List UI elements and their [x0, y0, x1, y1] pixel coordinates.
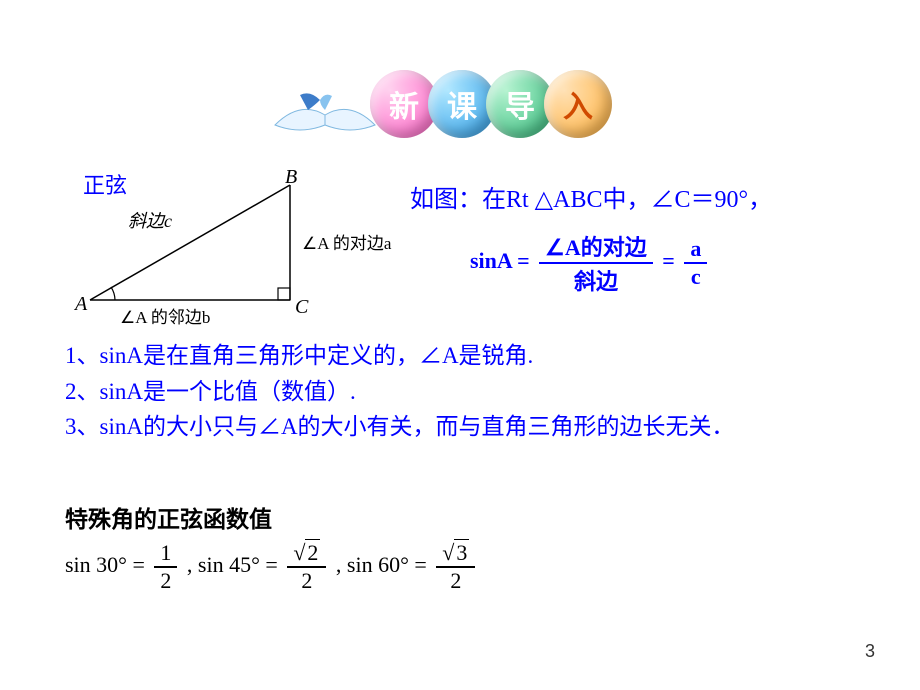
fraction-1: ∠A的对边 斜边: [539, 230, 653, 296]
adjacent-label: ∠A 的邻边b: [120, 308, 210, 327]
comma: ,: [187, 552, 198, 577]
page-number: 3: [865, 641, 875, 662]
equals: =: [517, 248, 535, 273]
equals: =: [265, 552, 283, 577]
special-angles-formula: sin 30° = 1 2 , sin 45° = 2 2 , sin 60° …: [65, 540, 479, 594]
sin30-num: 1: [154, 540, 177, 568]
vertex-C: C: [295, 296, 309, 318]
special-angles-label: 特殊角的正弦函数值: [65, 500, 272, 534]
frac1-num: ∠A的对边: [539, 230, 653, 264]
vertex-B: B: [285, 166, 297, 188]
equals: =: [414, 552, 432, 577]
sphere-label: 入: [563, 82, 593, 126]
comma: ,: [336, 552, 347, 577]
sin45-label: sin 45°: [198, 552, 260, 577]
frac2-den: c: [684, 264, 707, 290]
sine-formula: sinA = ∠A的对边 斜边 = a c: [470, 230, 711, 296]
sin45-den: 2: [287, 568, 326, 594]
sin60-den: 2: [436, 568, 475, 594]
sin45-num: 2: [287, 540, 326, 568]
sphere-in: 入: [544, 70, 612, 138]
sin30-den: 2: [154, 568, 177, 594]
sin30-label: sin 30°: [65, 552, 127, 577]
opposite-label: ∠A 的对边a: [302, 234, 392, 253]
point-1: 1、sinA是在直角三角形中定义的，∠A是锐角.: [65, 338, 865, 374]
points-list: 1、sinA是在直角三角形中定义的，∠A是锐角. 2、sinA是一个比值（数值）…: [65, 338, 865, 445]
sin60-frac: 3 2: [436, 540, 475, 594]
sin60-num: 3: [436, 540, 475, 568]
sphere-label: 新: [389, 82, 419, 126]
sin30-frac: 1 2: [154, 540, 177, 594]
header-spheres: 新 课 导 入: [370, 70, 602, 138]
fraction-2: a c: [684, 236, 707, 290]
vertex-A: A: [73, 293, 88, 315]
intro-line1: 如图：在Rt △ABC中，∠C＝90°，: [410, 187, 772, 213]
frac2-num: a: [684, 236, 707, 264]
book-icon: [270, 80, 380, 140]
point-3: 3、sinA的大小只与∠A的大小有关，而与直角三角形的边长无关．: [65, 409, 865, 445]
point-2: 2、sinA是一个比值（数值）.: [65, 374, 865, 410]
triangle-diagram: A B C 斜边c ∠A 的对边a ∠A 的邻边b: [60, 165, 400, 330]
sin60-label: sin 60°: [347, 552, 409, 577]
intro-text: 如图：在Rt △ABC中，∠C＝90°，: [410, 178, 870, 224]
equals: =: [132, 552, 150, 577]
hypotenuse-label: 斜边c: [128, 211, 172, 231]
header: 新 课 导 入: [270, 70, 650, 140]
sphere-label: 导: [505, 82, 535, 126]
equals: =: [662, 248, 680, 273]
sphere-label: 课: [447, 82, 477, 126]
formula-left: sinA: [470, 248, 512, 273]
frac1-den: 斜边: [539, 264, 653, 296]
sin45-frac: 2 2: [287, 540, 326, 594]
